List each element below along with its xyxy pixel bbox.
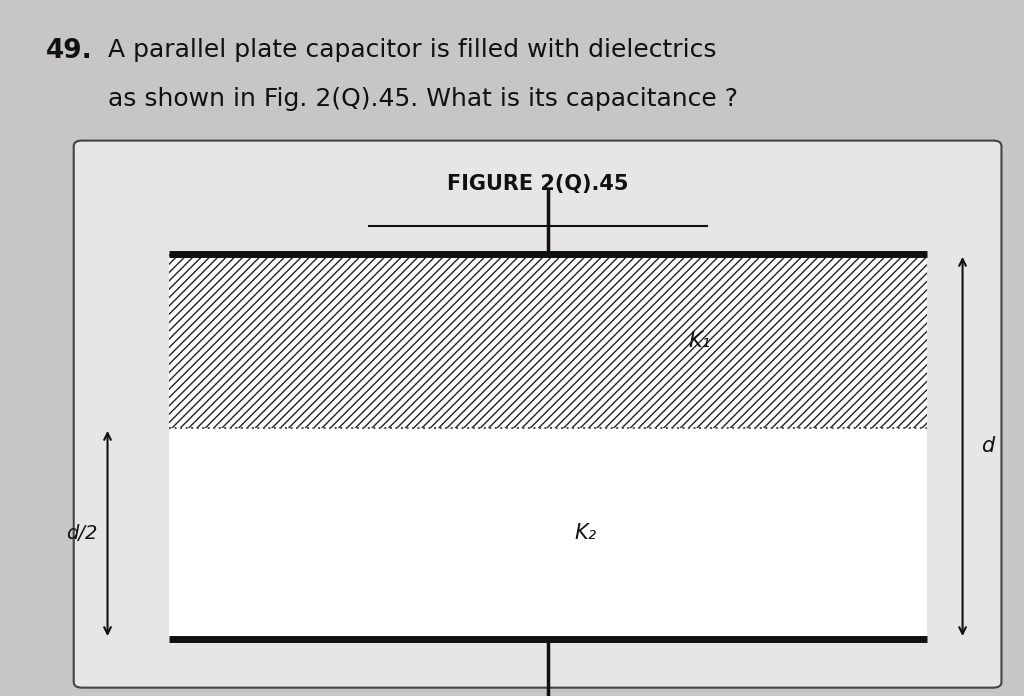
Bar: [169, 254, 927, 428]
Text: as shown in Fig. 2(Q).45. What is its capacitance ?: as shown in Fig. 2(Q).45. What is its ca…: [108, 87, 737, 111]
Text: A parallel plate capacitor is filled with dielectrics: A parallel plate capacitor is filled wit…: [108, 38, 716, 62]
Text: FIGURE 2(Q).45: FIGURE 2(Q).45: [446, 174, 629, 194]
Text: d: d: [981, 436, 994, 457]
Text: d/2: d/2: [66, 524, 97, 543]
Bar: [169, 428, 927, 639]
FancyBboxPatch shape: [74, 141, 1001, 688]
Text: K₂: K₂: [574, 523, 597, 544]
Text: 49.: 49.: [46, 38, 93, 64]
Text: K₁: K₁: [688, 331, 711, 351]
